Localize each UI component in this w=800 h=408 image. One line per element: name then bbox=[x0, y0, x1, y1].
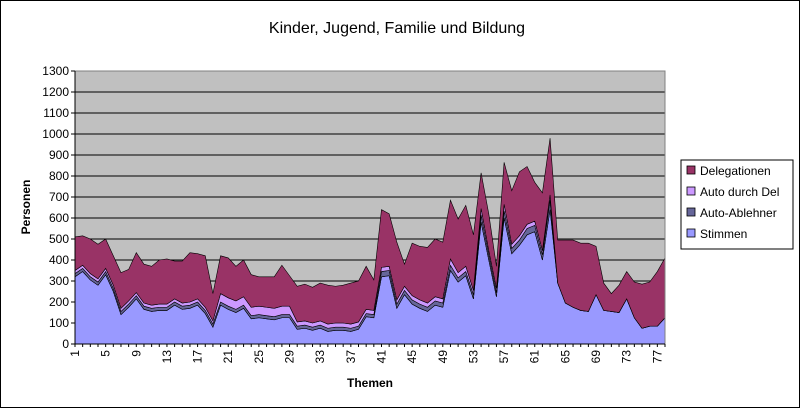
x-axis-label: Themen bbox=[347, 376, 393, 390]
x-tick-label: 9 bbox=[129, 350, 143, 357]
legend-label: Stimmen bbox=[700, 227, 747, 241]
legend-item-auto-durch-del: Auto durch Del bbox=[686, 185, 779, 199]
legend-swatch bbox=[686, 228, 696, 238]
legend-box bbox=[680, 159, 794, 250]
x-tick-label: 45 bbox=[405, 350, 419, 364]
x-tick-label: 61 bbox=[528, 350, 542, 364]
legend-label: Delegationen bbox=[700, 164, 771, 178]
legend-item-delegationen: Delegationen bbox=[686, 164, 771, 178]
x-tick-label: 1 bbox=[68, 350, 82, 357]
y-tick-label: 500 bbox=[49, 232, 69, 246]
x-tick-label: 49 bbox=[436, 350, 450, 364]
x-tick-label: 65 bbox=[558, 350, 572, 364]
legend: Delegationen Auto durch Del Auto-Ablehner S… bbox=[680, 159, 794, 250]
x-tick-label: 5 bbox=[99, 350, 113, 357]
legend-item-stimmen: Stimmen bbox=[686, 227, 747, 241]
x-tick-label: 41 bbox=[374, 350, 388, 364]
x-tick-label: 21 bbox=[221, 350, 235, 364]
x-tick-label: 77 bbox=[650, 350, 664, 364]
legend-swatch bbox=[686, 207, 696, 217]
y-tick-label: 0 bbox=[62, 337, 69, 351]
x-tick-label: 33 bbox=[313, 350, 327, 364]
legend-swatch bbox=[686, 165, 696, 175]
legend-label: Auto durch Del bbox=[700, 185, 779, 199]
x-tick-label: 25 bbox=[252, 350, 266, 364]
x-tick-label: 69 bbox=[589, 350, 603, 364]
y-tick-label: 900 bbox=[49, 148, 69, 162]
x-tick-label: 13 bbox=[160, 350, 174, 364]
y-tick-label: 700 bbox=[49, 190, 69, 204]
chart-title: Kinder, Jugend, Familie und Bildung bbox=[269, 20, 525, 37]
legend-item-auto-ablehner: Auto-Ablehner bbox=[686, 206, 777, 220]
y-tick-label: 1200 bbox=[42, 85, 69, 99]
y-tick-label: 800 bbox=[49, 169, 69, 183]
x-tick-label: 57 bbox=[497, 350, 511, 364]
x-tick-label: 53 bbox=[466, 350, 480, 364]
y-tick-label: 300 bbox=[49, 274, 69, 288]
y-tick-label: 100 bbox=[49, 316, 69, 330]
y-tick-label: 600 bbox=[49, 211, 69, 225]
x-tick-label: 17 bbox=[191, 350, 205, 364]
legend-label: Auto-Ablehner bbox=[700, 206, 777, 220]
x-tick-label: 29 bbox=[283, 350, 297, 364]
y-tick-label: 1100 bbox=[43, 106, 69, 120]
y-axis-label: Personen bbox=[19, 180, 33, 235]
x-tick-label: 73 bbox=[620, 350, 634, 364]
x-tick-label: 37 bbox=[344, 350, 358, 364]
legend-swatch bbox=[686, 186, 696, 196]
y-tick-label: 1000 bbox=[42, 127, 69, 141]
y-tick-label: 200 bbox=[49, 295, 69, 309]
x-axis: 1 5 9 13 17 21 25 29 33 37 41 45 49 53 57 61 65 69 73 77 bbox=[68, 343, 666, 364]
y-tick-label: 400 bbox=[49, 253, 69, 267]
y-tick-label: 1300 bbox=[42, 64, 69, 78]
y-axis: 0 100 200 300 400 500 600 700 800 900 1000 1100 1200… bbox=[42, 64, 76, 351]
plot-area bbox=[74, 70, 666, 345]
